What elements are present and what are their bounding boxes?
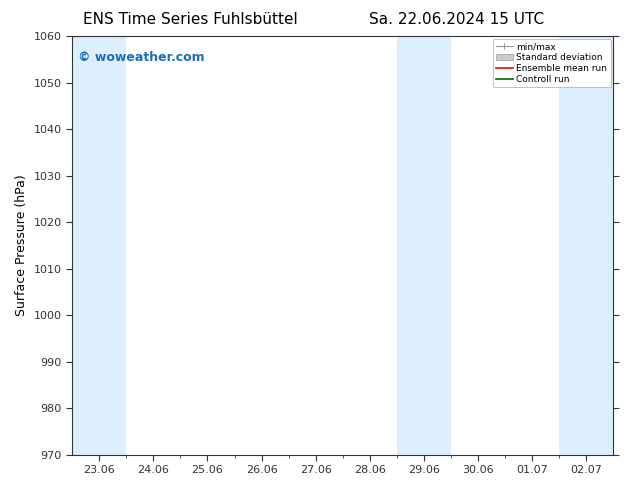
Y-axis label: Surface Pressure (hPa): Surface Pressure (hPa) xyxy=(15,174,28,316)
Text: ENS Time Series Fuhlsbüttel: ENS Time Series Fuhlsbüttel xyxy=(83,12,297,27)
Bar xyxy=(72,36,126,455)
Legend: min/max, Standard deviation, Ensemble mean run, Controll run: min/max, Standard deviation, Ensemble me… xyxy=(493,39,611,88)
Text: © woweather.com: © woweather.com xyxy=(77,51,204,64)
Bar xyxy=(559,36,614,455)
Text: Sa. 22.06.2024 15 UTC: Sa. 22.06.2024 15 UTC xyxy=(369,12,544,27)
Bar xyxy=(397,36,451,455)
